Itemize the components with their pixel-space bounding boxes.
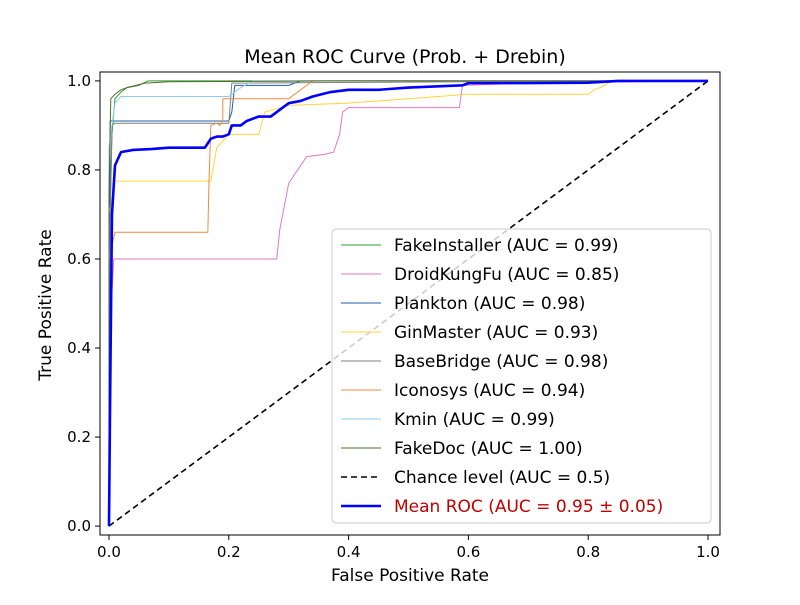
y-tick-label: 0.8 <box>67 161 91 179</box>
mean-roc-curve <box>107 79 709 527</box>
fakedoc-curve <box>108 80 709 527</box>
y-tick-label: 0.4 <box>67 339 91 357</box>
legend-label-fakeinstaller: FakeInstaller (AUC = 0.99) <box>394 236 618 256</box>
x-tick-label: 0.6 <box>456 543 480 561</box>
y-axis-ticks: 0.0 0.2 0.4 0.6 0.8 1.0 <box>67 72 100 535</box>
legend-label-mean-roc: Mean ROC (AUC = 0.95 ± 0.05) <box>394 497 663 517</box>
x-tick-label: 0.8 <box>576 543 600 561</box>
y-axis-label: True Positive Rate <box>36 229 56 381</box>
legend-label-fakedoc: FakeDoc (AUC = 1.00) <box>394 439 583 459</box>
legend-label-plankton: Plankton (AUC = 0.98) <box>394 294 585 314</box>
y-tick-label: 0.0 <box>67 517 91 535</box>
legend: FakeInstaller (AUC = 0.99) DroidKungFu (A… <box>331 228 712 524</box>
x-tick-label: 0.0 <box>97 543 121 561</box>
plot-frame <box>99 71 721 536</box>
x-tick-label: 0.4 <box>337 543 361 561</box>
basebridge-curve <box>108 80 709 527</box>
x-tick-label: 1.0 <box>696 543 720 561</box>
y-tick-label: 0.6 <box>67 250 91 268</box>
legend-label-droidkungfu: DroidKungFu (AUC = 0.85) <box>394 265 619 285</box>
plot-area: 0.0 0.2 0.4 0.6 0.8 1.0 0.0 0.2 0.4 0.6 0.8 1.0 <box>67 71 721 561</box>
legend-items: FakeInstaller (AUC = 0.99) DroidKungFu (A… <box>341 236 663 517</box>
legend-label-iconosys: Iconosys (AUC = 0.94) <box>394 381 585 401</box>
x-axis-label: False Positive Rate <box>331 566 489 586</box>
droidkungfu-curve <box>108 80 709 527</box>
legend-label-ginmaster: GinMaster (AUC = 0.93) <box>394 323 598 343</box>
legend-label-basebridge: BaseBridge (AUC = 0.98) <box>394 352 608 372</box>
x-tick-label: 0.2 <box>217 543 241 561</box>
series-lines <box>107 79 709 527</box>
y-tick-label: 0.2 <box>67 428 91 446</box>
legend-box <box>331 228 712 524</box>
x-axis-ticks: 0.0 0.2 0.4 0.6 0.8 1.0 <box>97 535 720 561</box>
y-tick-label: 1.0 <box>67 72 91 90</box>
legend-label-chance-level: Chance level (AUC = 0.5) <box>394 468 610 488</box>
ginmaster-curve <box>108 80 709 527</box>
chart-title: Mean ROC Curve (Prob. + Drebin) <box>244 46 566 68</box>
legend-label-kmin: Kmin (AUC = 0.99) <box>394 410 555 430</box>
iconosys-curve <box>108 80 709 527</box>
